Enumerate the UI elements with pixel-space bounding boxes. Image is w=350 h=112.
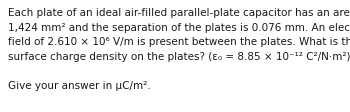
Text: 1,424 mm² and the separation of the plates is 0.076 mm. An electric: 1,424 mm² and the separation of the plat…: [8, 23, 350, 32]
Text: Each plate of an ideal air-filled parallel-plate capacitor has an area of: Each plate of an ideal air-filled parall…: [8, 8, 350, 18]
Text: surface charge density on the plates? (ε₀ = 8.85 × 10⁻¹² C²/N·m²): surface charge density on the plates? (ε…: [8, 52, 350, 61]
Text: Give your answer in μC/m².: Give your answer in μC/m².: [8, 81, 150, 90]
Text: field of 2.610 × 10⁶ V/m is present between the plates. What is the: field of 2.610 × 10⁶ V/m is present betw…: [8, 37, 350, 47]
